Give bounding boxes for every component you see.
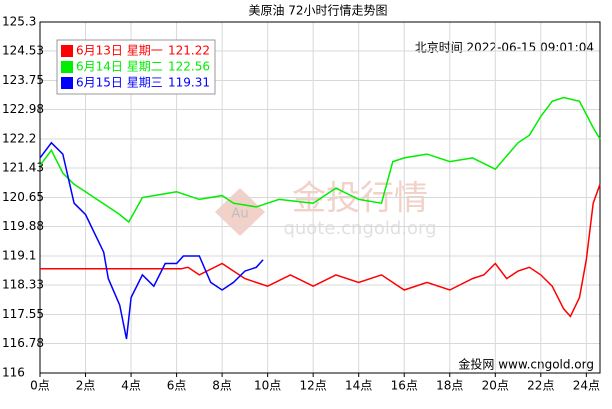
- x-tick-label: 8点: [212, 379, 232, 393]
- chart-title: 美原油 72小时行情走势图: [248, 4, 387, 18]
- watermark-text: 金投行情: [292, 179, 428, 219]
- timestamp: 北京时间 2022-06-15 09:01:04: [415, 41, 594, 55]
- x-tick-label: 16点: [391, 379, 418, 393]
- x-tick-label: 0点: [30, 379, 50, 393]
- x-tick-label: 24点: [573, 379, 600, 393]
- y-tick-label: 122.98: [2, 102, 44, 116]
- x-tick-label: 12点: [300, 379, 327, 393]
- legend-label: 6月13日 星期一: [76, 44, 163, 58]
- x-tick-label: 18点: [436, 379, 463, 393]
- x-tick-label: 4点: [121, 379, 141, 393]
- line: [39, 96, 601, 224]
- y-tick-label: 121.43: [2, 161, 44, 175]
- y-tick-label: 117.55: [2, 307, 44, 321]
- legend-swatch: [61, 77, 73, 89]
- watermark-logo: Au: [231, 207, 248, 222]
- x-tick-label: 10点: [254, 379, 281, 393]
- y-tick-label: 116.78: [2, 336, 44, 350]
- x-tick-label: 6点: [167, 379, 187, 393]
- legend-label: 6月15日 星期三: [76, 76, 163, 90]
- footer: 金投网 www.cngold.org: [458, 357, 594, 372]
- x-tick-label: 14点: [345, 379, 372, 393]
- watermark-url: quote.cngold.org: [283, 218, 436, 239]
- x-tick-label: 2点: [76, 379, 96, 393]
- line: [39, 141, 264, 340]
- watermark: Au 金投行情 quote.cngold.org: [215, 179, 437, 239]
- plot-frame: [39, 21, 601, 374]
- y-tick-label: 119.88: [2, 219, 44, 233]
- y-tick-label: 125.3: [2, 15, 36, 29]
- y-tick-label: 118.33: [2, 278, 44, 292]
- line: [40, 184, 601, 318]
- y-tick-label: 120.65: [2, 190, 44, 204]
- legend-swatch: [61, 61, 73, 73]
- y-tick-label: 119.1: [2, 249, 36, 263]
- y-tick-label: 116: [2, 366, 25, 380]
- legend-value: 121.22: [168, 44, 210, 58]
- legend-value: 122.56: [168, 60, 210, 74]
- legend-value: 119.31: [168, 76, 210, 90]
- legend-box: [56, 39, 216, 95]
- legend-label: 6月14日 星期二: [76, 60, 163, 74]
- y-tick-label: 123.75: [2, 73, 44, 87]
- legend: 6月13日 星期一 121.22 6月14日 星期二 122.56 6月15日 星期三 1…: [56, 39, 216, 95]
- x-tick-label: 22点: [527, 379, 554, 393]
- y-tick-label: 124.53: [2, 44, 44, 58]
- x-tick-label: 20点: [482, 379, 509, 393]
- legend-swatch: [61, 45, 73, 57]
- y-tick-label: 122.2: [2, 132, 36, 146]
